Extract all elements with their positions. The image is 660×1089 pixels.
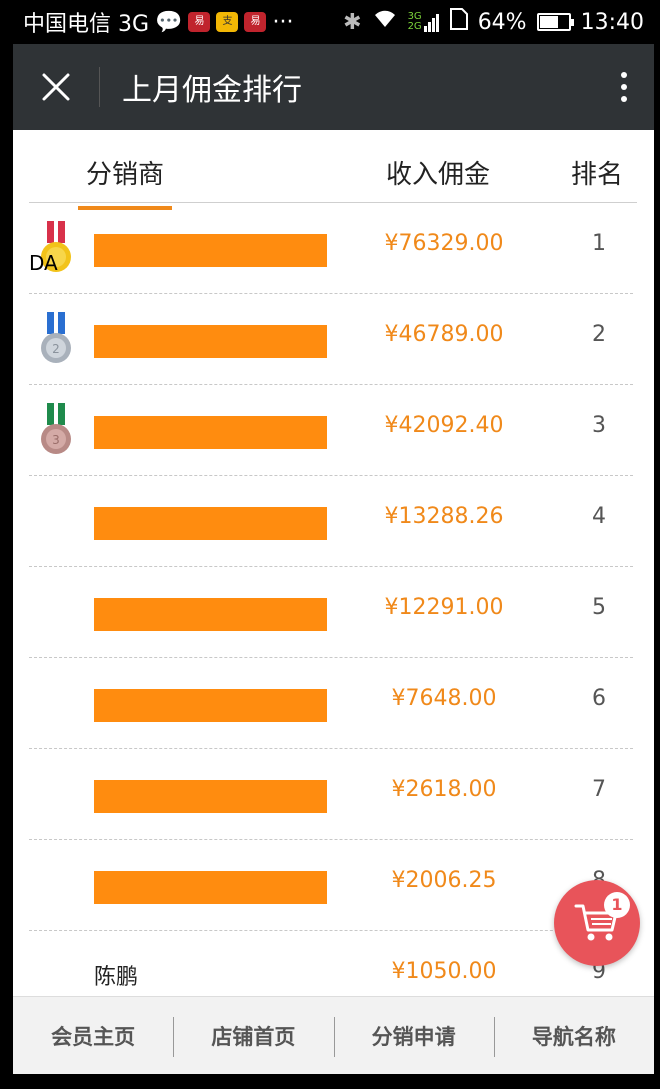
column-header-commission: 收入佣金	[386, 160, 491, 190]
alipay-icon: 支	[216, 12, 239, 32]
app-frame: 中国电信 3G 💬 易 支 易 ··· ✱ 3G 2G 64%	[13, 0, 654, 1089]
rank-number: 2	[592, 322, 606, 347]
network-label-top: 3G	[407, 11, 422, 22]
redacted-name	[94, 325, 327, 358]
more-notifications-icon: ···	[272, 9, 294, 35]
distributor-name: 陈鹏	[94, 965, 139, 990]
commission-amount: ¥2618.00	[391, 777, 497, 802]
redacted-name	[94, 507, 327, 540]
table-row[interactable]: ¥2618.00 7	[29, 749, 633, 840]
svg-text:3: 3	[52, 433, 60, 447]
nav-navigation-name[interactable]: 导航名称	[493, 997, 654, 1074]
commission-amount: ¥12291.00	[384, 595, 504, 620]
rank-number: 4	[592, 504, 606, 529]
bluetooth-icon: ✱	[343, 9, 362, 35]
table-row[interactable]: ¥7648.00 6	[29, 658, 633, 749]
table-row[interactable]: 陈鹏 ¥1050.00 9	[29, 931, 633, 1022]
status-bar: 中国电信 3G 💬 易 支 易 ··· ✱ 3G 2G 64%	[13, 0, 654, 44]
more-dot	[621, 84, 627, 90]
close-button[interactable]	[13, 44, 99, 130]
commission-amount: ¥46789.00	[384, 322, 504, 347]
nav-distribution-apply[interactable]: 分销申请	[333, 997, 494, 1074]
nav-shop-home[interactable]: 店铺首页	[173, 997, 333, 1074]
bottom-nav: 会员主页 店铺首页 分销申请 导航名称	[13, 996, 654, 1074]
table-row[interactable]: 3 ¥42092.40 3	[29, 385, 633, 476]
cart-count-badge: 1	[604, 892, 630, 918]
table-row[interactable]: DA ¥76329.00 1	[29, 203, 633, 294]
battery-percent: 64%	[477, 9, 527, 35]
commission-amount: ¥76329.00	[384, 231, 504, 256]
commission-amount: ¥2006.25	[391, 868, 497, 893]
battery-icon	[536, 13, 574, 31]
signal-icon: 3G 2G	[408, 12, 440, 32]
table-row[interactable]: ¥13288.26 4	[29, 476, 633, 567]
svg-text:2: 2	[52, 342, 60, 356]
header-divider	[99, 67, 100, 107]
rank-number: 3	[592, 413, 606, 438]
column-header-rank: 排名	[571, 160, 624, 190]
table-row[interactable]: ¥12291.00 5	[29, 567, 633, 658]
commission-amount: ¥7648.00	[391, 686, 497, 711]
netease-icon: 易	[244, 12, 267, 32]
cart-button[interactable]: 1	[554, 880, 640, 966]
ranking-list: DA ¥76329.00 1 2 ¥46789.00 2 3 ¥42092.4	[29, 203, 633, 1022]
rank-number: 7	[592, 777, 606, 802]
redacted-name	[94, 780, 327, 813]
app-header: 上月佣金排行	[13, 44, 654, 130]
redacted-name	[94, 689, 327, 722]
rank-number: 6	[592, 686, 606, 711]
commission-amount: ¥1050.00	[391, 959, 497, 984]
gold-medal-icon	[41, 221, 71, 272]
more-vertical-icon	[621, 72, 627, 78]
row-tag: DA	[29, 251, 58, 275]
rank-number: 5	[592, 595, 606, 620]
netease-icon: 易	[188, 12, 211, 32]
redacted-name	[94, 598, 327, 631]
column-header-distributor[interactable]: 分销商	[77, 154, 173, 210]
wechat-icon: 💬	[155, 9, 183, 35]
rank-number: 1	[592, 231, 606, 256]
nav-member-home[interactable]: 会员主页	[51, 1024, 136, 1049]
page-title: 上月佣金排行	[122, 73, 302, 108]
bronze-medal-icon: 3	[41, 403, 71, 454]
more-button[interactable]	[594, 44, 654, 130]
clock: 13:40	[580, 9, 644, 35]
carrier-label: 中国电信 3G	[23, 12, 150, 37]
table-header: 分销商 收入佣金 排名	[29, 130, 637, 210]
wifi-icon	[372, 9, 398, 35]
redacted-name	[94, 871, 327, 904]
table-row[interactable]: 2 ¥46789.00 2	[29, 294, 633, 385]
more-dot	[621, 96, 627, 102]
silver-medal-icon: 2	[41, 312, 71, 363]
redacted-name	[94, 234, 327, 267]
network-label-bottom: 2G	[407, 21, 422, 32]
commission-amount: ¥13288.26	[384, 504, 504, 529]
system-bottom-bar	[0, 1074, 660, 1089]
sim-icon	[449, 8, 468, 36]
commission-amount: ¥42092.40	[384, 413, 504, 438]
close-icon	[42, 73, 70, 101]
table-row[interactable]: ¥2006.25 8	[29, 840, 633, 931]
redacted-name	[94, 416, 327, 449]
